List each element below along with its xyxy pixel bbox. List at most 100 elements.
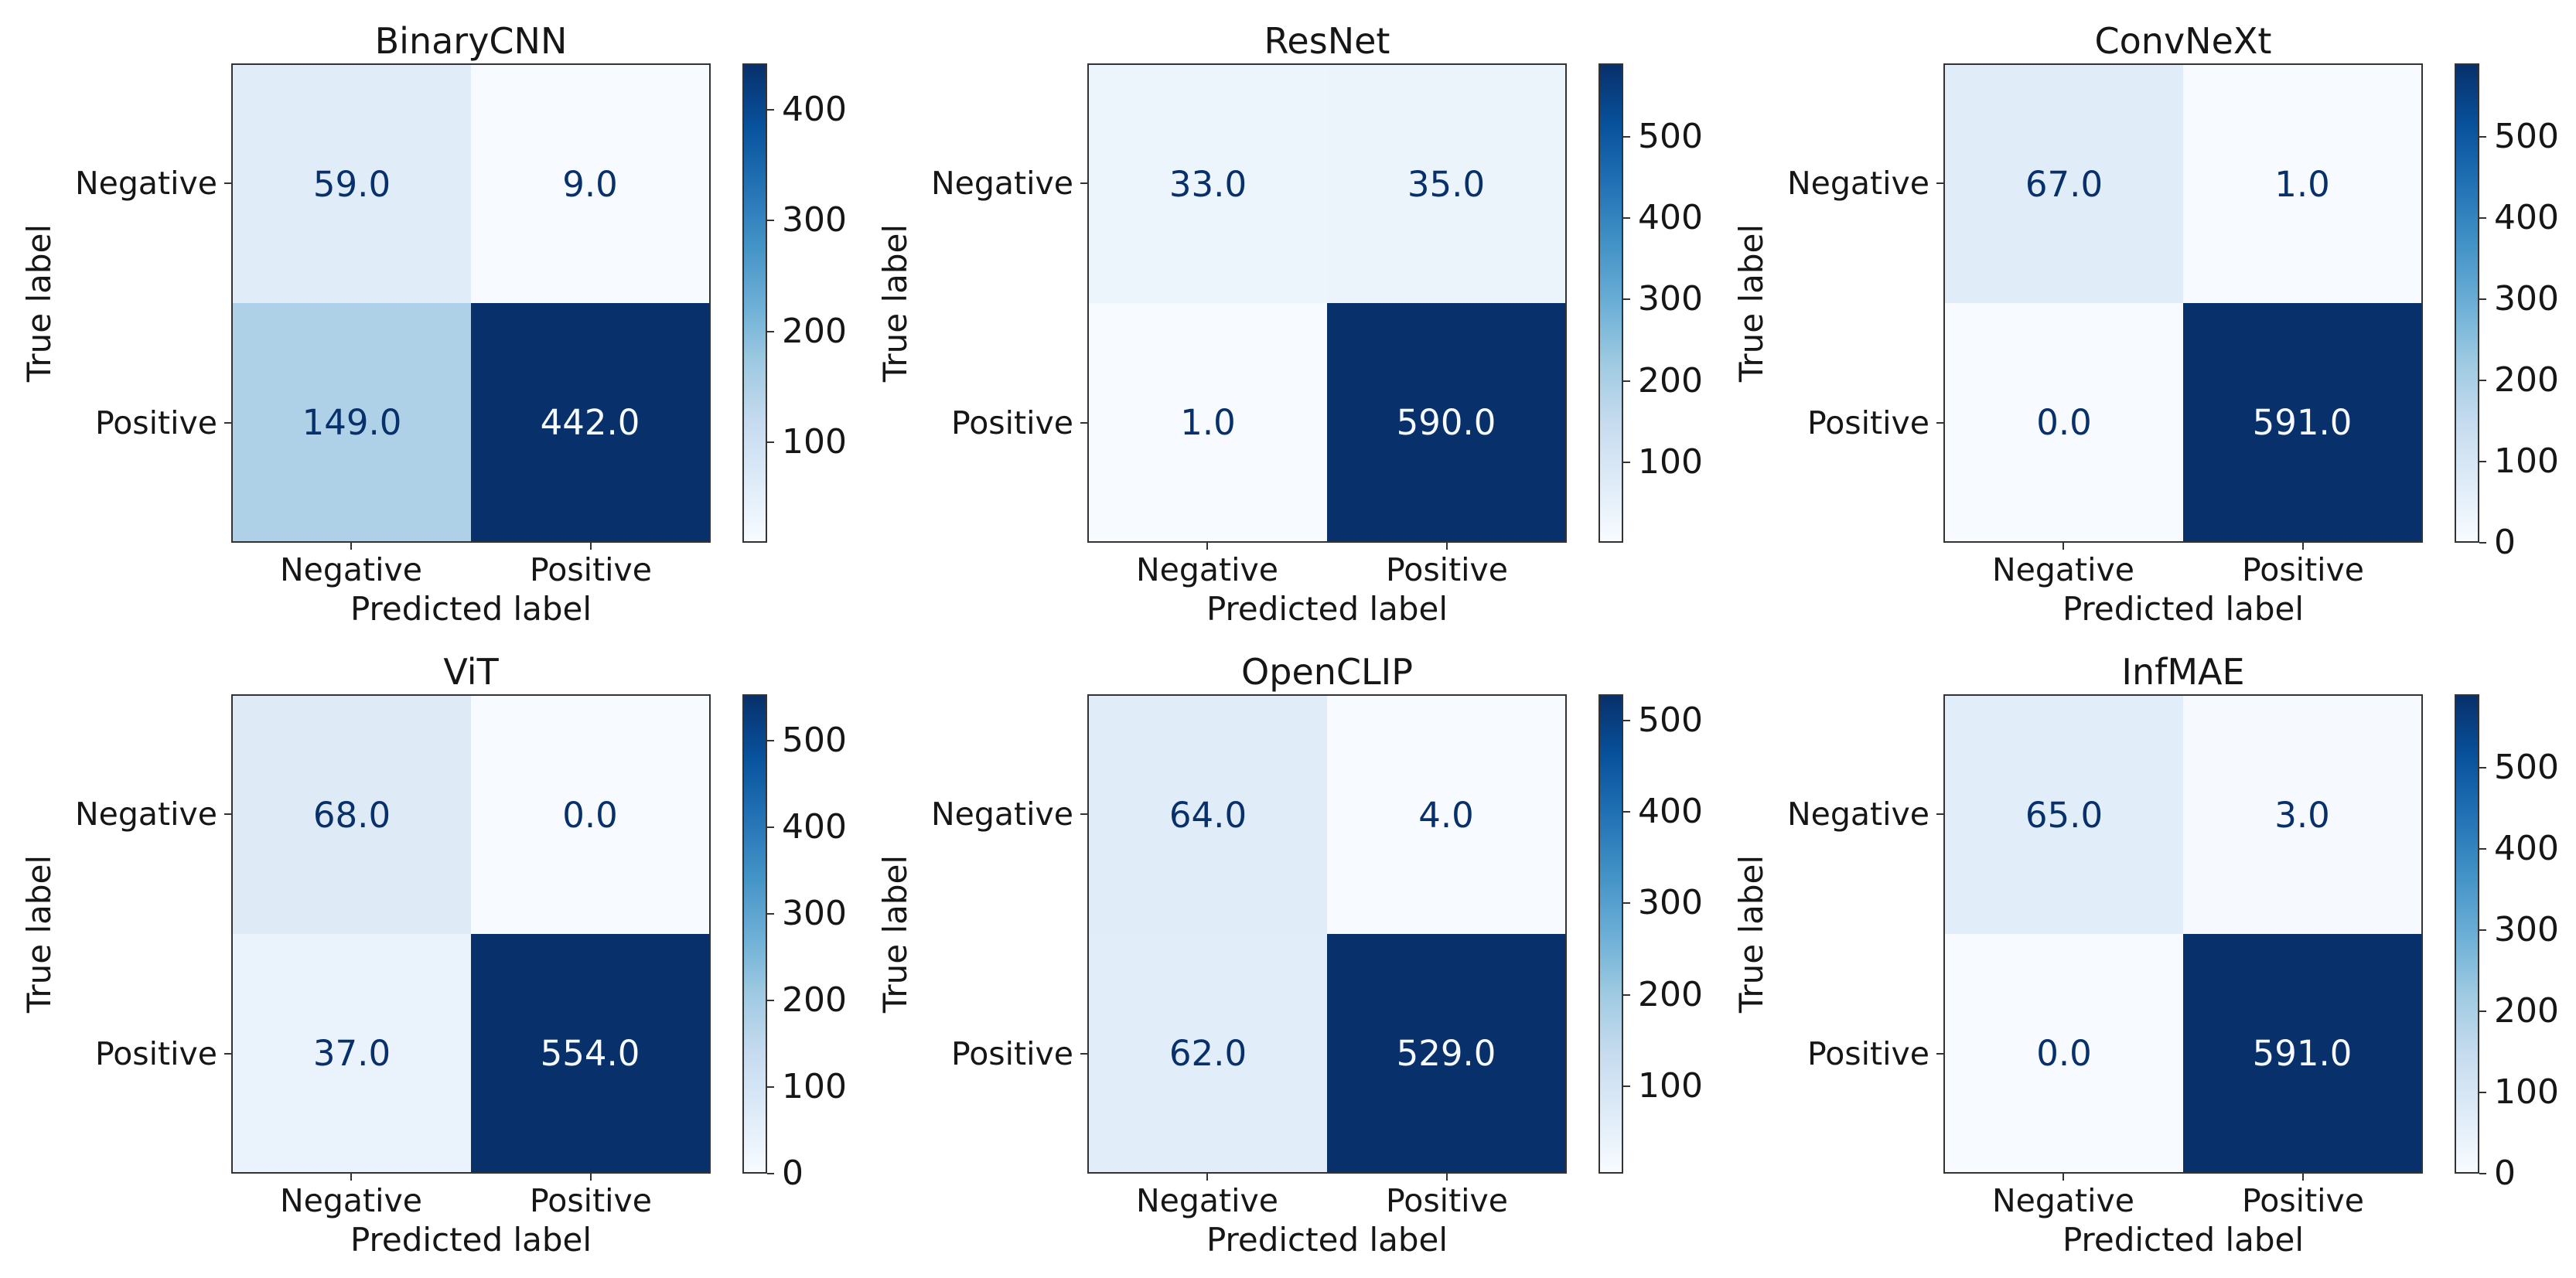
y-axis-label: True label (1732, 63, 1770, 543)
panel-title: ViT (443, 651, 499, 693)
matrix-cell-r0c1: 4.0 (1327, 696, 1565, 934)
x-tick-label: Negative (1992, 551, 2134, 588)
y-tick-label: Negative (1787, 165, 1929, 202)
matrix-cell-r1c1: 554.0 (471, 934, 709, 1172)
y-tickmark (224, 182, 231, 184)
colorbar-tick-label: 300 (782, 894, 847, 934)
colorbar-tick-label: 400 (2494, 829, 2559, 869)
x-tickmark (1206, 543, 1208, 550)
x-tick-label: Positive (2241, 551, 2365, 588)
matrix-cell-r1c0: 62.0 (1089, 934, 1327, 1172)
matrix-cell-r0c0: 64.0 (1089, 696, 1327, 934)
y-tick-label: Positive (950, 1035, 1073, 1072)
heatmap: 65.0 3.0 0.0 591.0 (1943, 694, 2423, 1174)
colorbar-tick-label: 500 (782, 721, 847, 761)
matrix-cell-r1c1: 590.0 (1327, 303, 1565, 541)
x-tickmark (590, 1174, 592, 1181)
matrix-cell-r0c1: 3.0 (2183, 696, 2421, 934)
x-tick-label: Negative (1136, 1182, 1278, 1219)
colorbar (742, 63, 767, 543)
colorbar-tickmark (1623, 720, 1630, 722)
y-tickmark (224, 813, 231, 815)
colorbar-tick-label: 500 (2494, 117, 2559, 157)
y-tickmark (1936, 1053, 1943, 1055)
colorbar-tick-label: 300 (2494, 910, 2559, 950)
colorbar-tick-label: 200 (782, 980, 847, 1021)
colorbar-tick-label: 100 (1638, 1065, 1703, 1106)
heatmap: 68.0 0.0 37.0 554.0 (231, 694, 711, 1174)
matrix-cell-r0c0: 68.0 (233, 696, 471, 934)
colorbar-tickmark (2479, 136, 2486, 138)
colorbar-tick-label: 0 (2494, 523, 2516, 562)
x-tick-label: Negative (1136, 551, 1278, 588)
colorbar-tick-label: 300 (1638, 279, 1703, 319)
y-tickmark (1936, 182, 1943, 184)
x-axis-label: Predicted label (1206, 1221, 1448, 1259)
colorbar-tick-label: 500 (1638, 116, 1703, 156)
x-tick-label: Positive (1385, 1182, 1509, 1219)
colorbar (1598, 694, 1623, 1174)
colorbar-tickmark (1623, 811, 1630, 813)
colorbar-tickmark (2479, 1092, 2486, 1094)
x-tickmark (590, 543, 592, 550)
y-tick-label: Positive (950, 404, 1073, 441)
colorbar-tick-label: 0 (2494, 1154, 2516, 1193)
colorbar (2455, 63, 2479, 543)
colorbar-tick-label: 100 (782, 421, 847, 462)
y-axis-label: True label (20, 63, 59, 543)
y-axis-label-text: True label (20, 223, 59, 383)
y-axis-label-text: True label (1732, 854, 1771, 1014)
colorbar-tickmark (767, 220, 774, 222)
matrix-cell-r0c1: 1.0 (2183, 65, 2421, 303)
colorbar-tickmark (767, 740, 774, 742)
x-tickmark (1206, 1174, 1208, 1181)
colorbar-tickmark (767, 826, 774, 829)
colorbar-tick-label: 300 (782, 200, 847, 240)
colorbar-tickmark (1623, 298, 1630, 301)
matrix-cell-r1c0: 149.0 (233, 303, 471, 541)
x-tickmark (350, 1174, 352, 1181)
y-tickmark (1080, 813, 1087, 815)
x-tick-label: Positive (2241, 1182, 2365, 1219)
x-axis-label: Predicted label (350, 1221, 592, 1259)
colorbar-tickmark (2479, 542, 2486, 544)
y-tickmark (224, 422, 231, 424)
matrix-cell-r0c0: 67.0 (1945, 65, 2183, 303)
matrix-cell-r0c0: 59.0 (233, 65, 471, 303)
colorbar-tick-label: 400 (782, 807, 847, 847)
matrix-cell-r0c1: 9.0 (471, 65, 709, 303)
x-tickmark (1446, 1174, 1448, 1181)
colorbar-tickmark (1623, 135, 1630, 138)
colorbar-tickmark (767, 330, 774, 332)
matrix-cell-r1c1: 591.0 (2183, 303, 2421, 541)
colorbar (1598, 63, 1623, 543)
y-tickmark (1080, 1053, 1087, 1055)
colorbar-tick-label: 200 (2494, 991, 2559, 1031)
y-tick-label: Negative (75, 796, 217, 833)
y-axis-label-text: True label (876, 854, 915, 1014)
colorbar-tickmark (2479, 1010, 2486, 1013)
colorbar-tickmark (2479, 461, 2486, 463)
colorbar-tickmark (767, 1086, 774, 1089)
matrix-cell-r0c1: 35.0 (1327, 65, 1565, 303)
heatmap: 33.0 35.0 1.0 590.0 (1087, 63, 1567, 543)
y-axis-label: True label (876, 63, 914, 543)
panel-title: ResNet (1264, 20, 1390, 62)
colorbar-tickmark (767, 913, 774, 915)
colorbar-tick-label: 100 (782, 1067, 847, 1107)
x-tickmark (1446, 543, 1448, 550)
x-tick-label: Negative (280, 551, 422, 588)
y-tick-label: Negative (1787, 796, 1929, 833)
x-axis-label: Predicted label (2062, 590, 2305, 628)
x-tickmark (350, 543, 352, 550)
x-tickmark (2302, 1174, 2304, 1181)
colorbar-tick-label: 500 (1638, 700, 1703, 741)
colorbar-tick-label: 200 (1638, 974, 1703, 1014)
colorbar-tickmark (1623, 380, 1630, 382)
heatmap: 64.0 4.0 62.0 529.0 (1087, 694, 1567, 1174)
heatmap: 67.0 1.0 0.0 591.0 (1943, 63, 2423, 543)
